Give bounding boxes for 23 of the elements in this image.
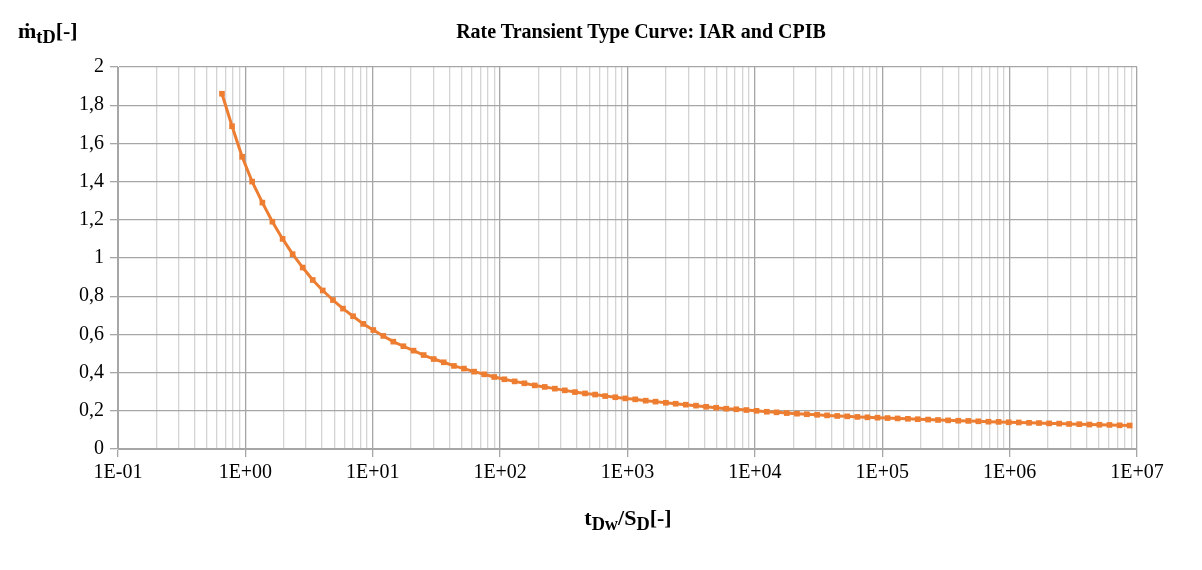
x-axis-title: t$_{Dw}$/S$_{D}$[-] xyxy=(583,505,673,536)
y-tick-label: 0,4 xyxy=(79,359,104,382)
y-tick-label: 1,6 xyxy=(79,130,104,153)
x-tick-label: 1E+07 xyxy=(1110,460,1164,483)
y-tick-label: 0,6 xyxy=(79,321,104,344)
x-tick-label: 1E+00 xyxy=(218,460,273,483)
x-tick-label: 1E+04 xyxy=(728,460,782,483)
y-tick-label: 0,2 xyxy=(79,398,104,421)
x-tick-label: 1E+01 xyxy=(346,460,400,483)
y-tick-label: 1,2 xyxy=(79,207,104,230)
y-tick-label: 2 xyxy=(94,54,104,77)
x-tick-label: 1E+03 xyxy=(600,460,655,483)
y-axis-title: ṁ$_{tD}$[-] xyxy=(18,18,78,49)
x-tick-label: 1E+06 xyxy=(982,460,1037,483)
y-tick-label: 0 xyxy=(94,436,104,459)
y-tick-label: 1,8 xyxy=(79,92,104,115)
y-tick-label: 1 xyxy=(94,245,104,268)
x-tick-label: 1E+02 xyxy=(473,460,527,483)
x-tick-label: 1E-01 xyxy=(93,460,143,483)
y-tick-label: 1,4 xyxy=(79,168,104,191)
x-tick-label: 1E+05 xyxy=(855,460,909,483)
y-tick-label: 0,8 xyxy=(79,283,104,306)
chart-title: Rate Transient Type Curve: IAR and CPIB xyxy=(456,20,826,42)
